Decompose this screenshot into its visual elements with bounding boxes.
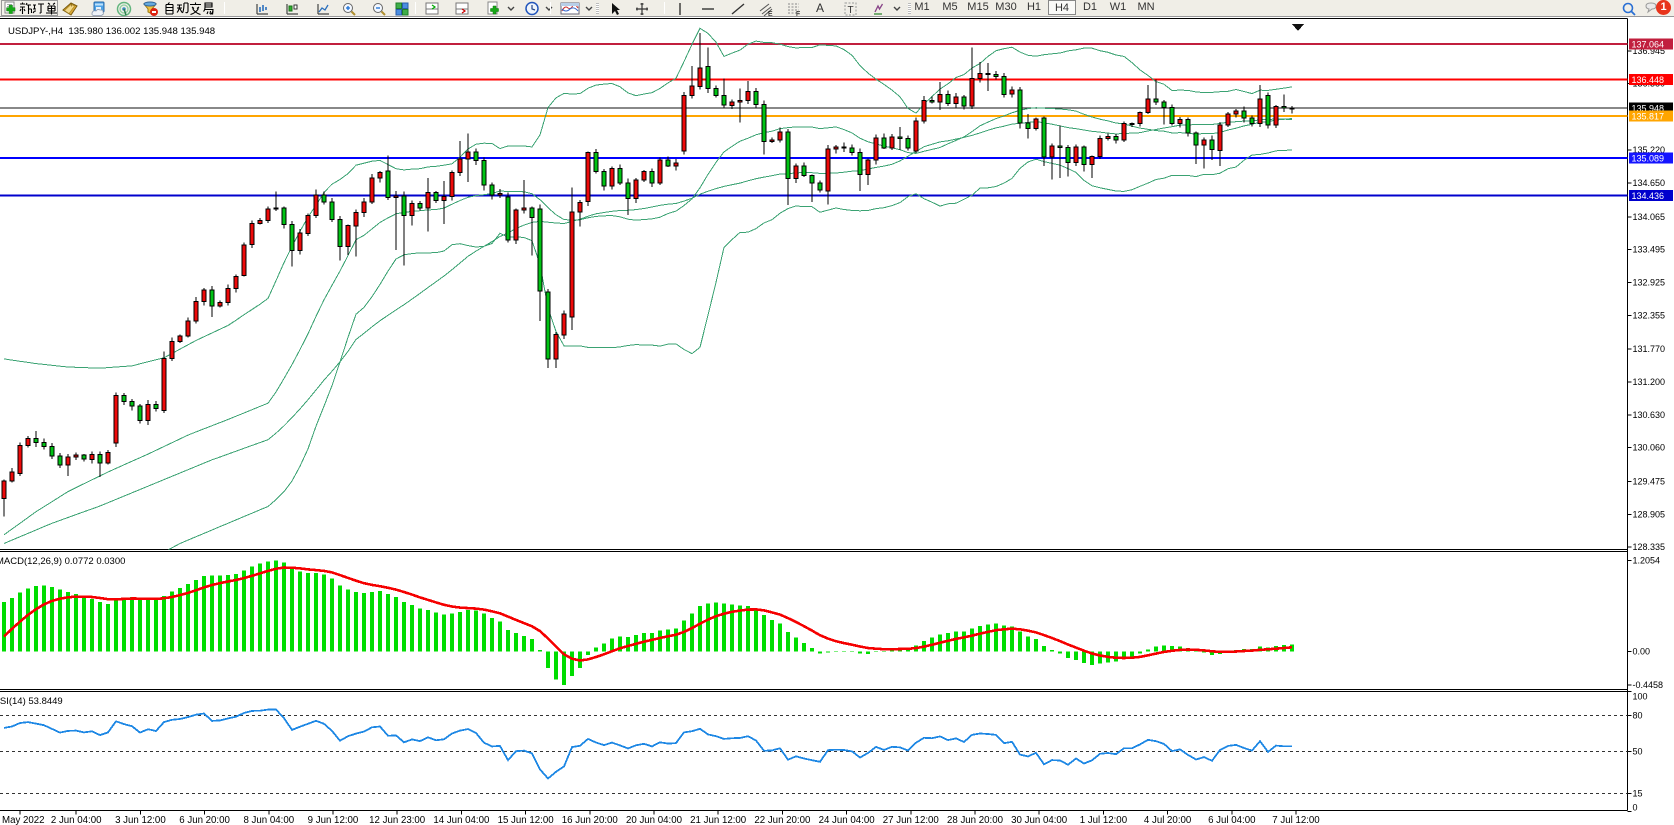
svg-text:131.770: 131.770 <box>1633 344 1666 354</box>
svg-text:6 Jun 20:00: 6 Jun 20:00 <box>179 815 230 825</box>
svg-text:132.355: 132.355 <box>1633 310 1666 320</box>
svg-text:7 Jul 12:00: 7 Jul 12:00 <box>1272 815 1320 825</box>
svg-text:137.064: 137.064 <box>1632 39 1665 49</box>
svg-text:12 Jun 23:00: 12 Jun 23:00 <box>369 815 426 825</box>
svg-text:0.00: 0.00 <box>1633 646 1651 656</box>
svg-text:131.200: 131.200 <box>1633 377 1666 387</box>
svg-text:E: E <box>768 11 773 17</box>
svg-text:28 Jun 20:00: 28 Jun 20:00 <box>947 815 1004 825</box>
svg-text:21 Jun 12:00: 21 Jun 12:00 <box>690 815 747 825</box>
svg-text:134.065: 134.065 <box>1633 212 1666 222</box>
svg-text:6 Jul 04:00: 6 Jul 04:00 <box>1208 815 1256 825</box>
svg-text:134.436: 134.436 <box>1632 191 1665 201</box>
svg-text:130.630: 130.630 <box>1633 410 1666 420</box>
svg-text:22 Jun 20:00: 22 Jun 20:00 <box>754 815 811 825</box>
svg-text:F: F <box>796 11 800 17</box>
svg-text:30 Jun 04:00: 30 Jun 04:00 <box>1011 815 1068 825</box>
svg-text:100: 100 <box>1633 691 1648 701</box>
svg-text:1.2054: 1.2054 <box>1633 555 1661 565</box>
svg-text:50: 50 <box>1633 747 1643 757</box>
svg-text:16 Jun 20:00: 16 Jun 20:00 <box>562 815 619 825</box>
svg-text:136.448: 136.448 <box>1632 75 1665 85</box>
svg-text:MACD(12,26,9) 0.0772 0.0300: MACD(12,26,9) 0.0772 0.0300 <box>0 556 125 567</box>
svg-text:2 Jun 04:00: 2 Jun 04:00 <box>51 815 102 825</box>
svg-text:0: 0 <box>1633 803 1638 813</box>
svg-text:9 Jun 12:00: 9 Jun 12:00 <box>308 815 359 825</box>
svg-text:15: 15 <box>1633 789 1643 799</box>
svg-text:135.220: 135.220 <box>1633 145 1666 155</box>
svg-text:15 Jun 12:00: 15 Jun 12:00 <box>498 815 555 825</box>
svg-text:130.060: 130.060 <box>1633 443 1666 453</box>
svg-text:24 Jun 04:00: 24 Jun 04:00 <box>819 815 876 825</box>
svg-text:135.817: 135.817 <box>1632 111 1665 121</box>
svg-text:-0.4458: -0.4458 <box>1633 680 1664 690</box>
svg-text:129.475: 129.475 <box>1633 477 1666 487</box>
svg-text:133.495: 133.495 <box>1633 245 1666 255</box>
svg-text:136.945: 136.945 <box>1633 46 1666 56</box>
svg-text:14 Jun 04:00: 14 Jun 04:00 <box>433 815 490 825</box>
svg-text:135.948: 135.948 <box>1632 104 1665 114</box>
svg-text:128.905: 128.905 <box>1633 509 1666 519</box>
svg-text:20 Jun 04:00: 20 Jun 04:00 <box>626 815 683 825</box>
svg-text:132.925: 132.925 <box>1633 278 1666 288</box>
svg-text:May 2022: May 2022 <box>2 815 45 825</box>
svg-text:1 Jul 12:00: 1 Jul 12:00 <box>1080 815 1128 825</box>
svg-text:USDJPY-,H4 135.980 136.002 13: USDJPY-,H4 135.980 136.002 135.948 135.9… <box>8 26 215 37</box>
svg-text:T: T <box>848 5 854 16</box>
svg-text:128.335: 128.335 <box>1633 542 1666 552</box>
svg-text:80: 80 <box>1633 710 1643 720</box>
svg-text:134.650: 134.650 <box>1633 178 1666 188</box>
svg-text:135.089: 135.089 <box>1632 153 1665 163</box>
svg-text:3 Jun 12:00: 3 Jun 12:00 <box>115 815 166 825</box>
svg-text:4 Jul 20:00: 4 Jul 20:00 <box>1144 815 1192 825</box>
svg-text:RSI(14) 53.8449: RSI(14) 53.8449 <box>0 696 63 707</box>
svg-text:8 Jun 04:00: 8 Jun 04:00 <box>243 815 294 825</box>
svg-text:27 Jun 12:00: 27 Jun 12:00 <box>883 815 940 825</box>
